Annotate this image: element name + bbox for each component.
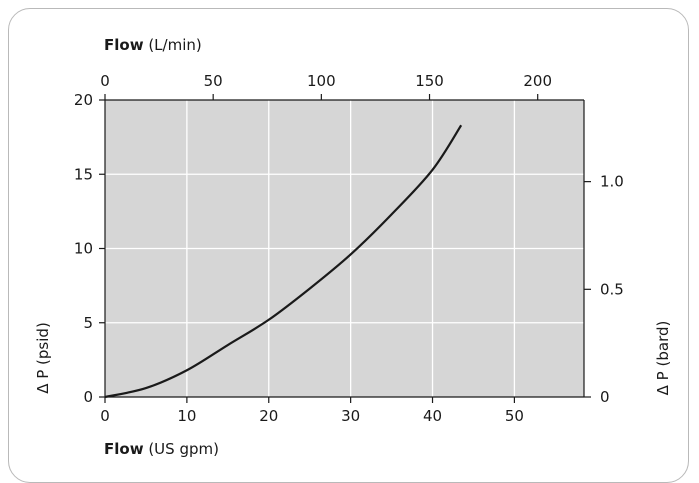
bottom-tick-label: 10: [177, 407, 196, 425]
left-tick-label: 5: [83, 314, 93, 332]
bottom-tick-label: 30: [341, 407, 360, 425]
left-tick-label: 15: [74, 165, 93, 183]
bottom-tick-label: 40: [423, 407, 442, 425]
axes: [99, 94, 591, 403]
bottom-axis-title-bold: Flow: [104, 440, 144, 458]
right-tick-label: 0: [600, 388, 610, 406]
left-tick-label: 0: [83, 388, 93, 406]
top-tick-label: 150: [415, 72, 444, 90]
left-axis-title: Δ P (psid): [34, 322, 52, 394]
bottom-tick-label: 50: [505, 407, 524, 425]
top-tick-label: 50: [204, 72, 223, 90]
top-tick-label: 0: [100, 72, 110, 90]
right-axis-title: Δ P (bard): [654, 321, 672, 396]
bottom-tick-label: 0: [100, 407, 110, 425]
left-tick-label: 10: [74, 240, 93, 258]
bottom-axis-title: Flow (US gpm): [104, 440, 219, 458]
right-tick-label: 0.5: [600, 280, 624, 298]
top-axis-title: Flow (L/min): [104, 36, 202, 54]
top-axis-title-bold: Flow: [104, 36, 144, 54]
top-axis-title-rest: (L/min): [144, 36, 202, 54]
top-tick-label: 200: [523, 72, 552, 90]
left-tick-label: 20: [74, 91, 93, 109]
bottom-tick-label: 20: [259, 407, 278, 425]
series-line: [104, 124, 463, 399]
top-tick-label: 100: [307, 72, 336, 90]
bottom-axis-title-rest: (US gpm): [144, 440, 219, 458]
grid-lines: [105, 100, 584, 397]
right-tick-label: 1.0: [600, 173, 624, 191]
